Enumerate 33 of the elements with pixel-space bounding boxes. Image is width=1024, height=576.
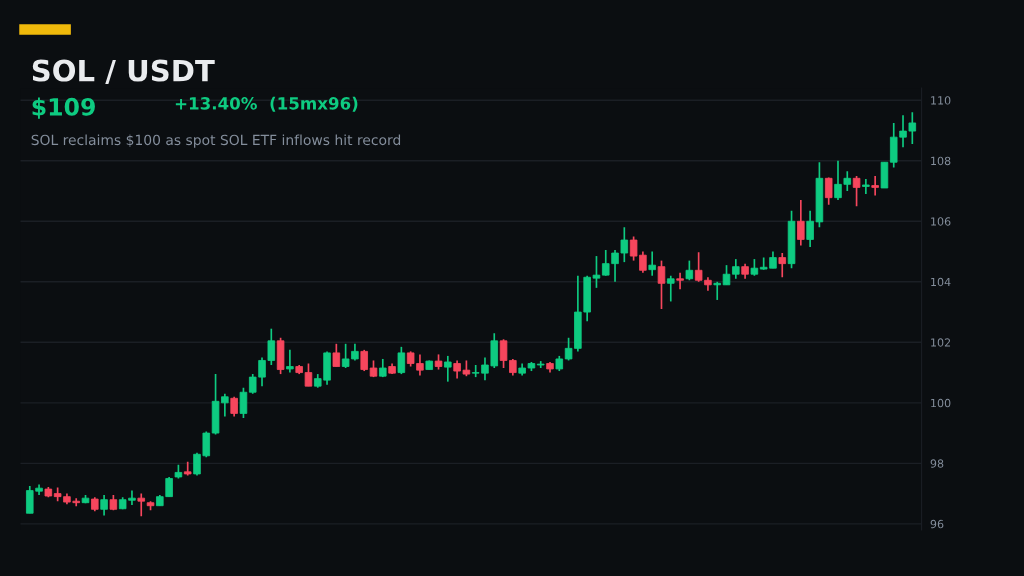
candlestick <box>286 349 294 374</box>
candlestick <box>100 494 108 517</box>
y-tick-label: 102 <box>931 338 951 347</box>
annotation: SOL reclaims $100 as spot SOL ETF inflows hit record <box>31 134 401 148</box>
candlestick <box>137 492 146 518</box>
y-tick-label: 110 <box>931 96 951 105</box>
y-tick-label: 96 <box>930 519 944 529</box>
candlestick <box>713 280 721 301</box>
y-tick-label: 106 <box>931 217 951 226</box>
chart-title: SOL / USDT <box>32 59 215 84</box>
y-tick-label: 104 <box>931 277 951 287</box>
chart-subtitle: $109 <box>32 97 95 119</box>
y-tick-label: 108 <box>931 156 951 166</box>
candlestick <box>332 342 341 368</box>
candlestick <box>648 250 656 277</box>
candlestick <box>871 175 879 197</box>
y-tick-label: 100 <box>931 398 951 408</box>
candlestick <box>397 346 406 375</box>
candlestick <box>797 199 805 247</box>
candlestick <box>676 271 684 291</box>
candlestick <box>239 386 248 419</box>
annotation: +13.40% (15mx96) <box>175 96 358 112</box>
candlestick <box>444 355 452 383</box>
candlestick <box>230 395 238 418</box>
candlestick <box>852 175 861 207</box>
candlestick <box>360 349 368 372</box>
candlestick <box>667 274 675 303</box>
candlestick <box>862 178 870 195</box>
y-tick-label: 98 <box>930 459 944 468</box>
candlestick <box>824 176 833 206</box>
candlestick <box>657 259 666 310</box>
candlestick <box>685 259 694 282</box>
candlestick <box>778 252 787 279</box>
